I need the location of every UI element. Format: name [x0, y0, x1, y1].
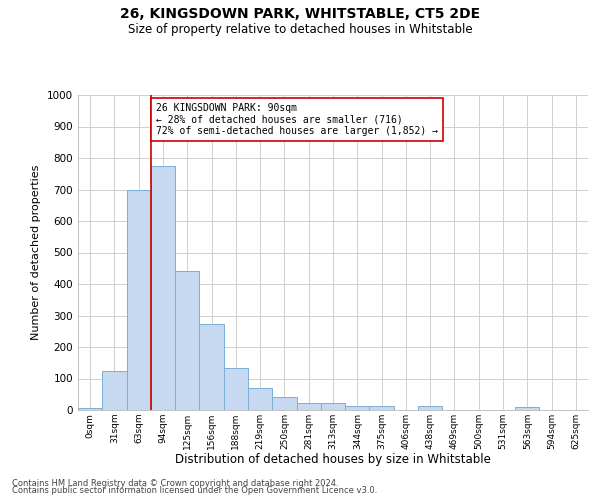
- Bar: [345, 406, 370, 410]
- Bar: [248, 388, 272, 410]
- Text: 26 KINGSDOWN PARK: 90sqm
← 28% of detached houses are smaller (716)
72% of semi-: 26 KINGSDOWN PARK: 90sqm ← 28% of detach…: [156, 103, 438, 136]
- Bar: [296, 403, 321, 410]
- Bar: [321, 403, 345, 410]
- Text: Distribution of detached houses by size in Whitstable: Distribution of detached houses by size …: [175, 452, 491, 466]
- Text: Contains public sector information licensed under the Open Government Licence v3: Contains public sector information licen…: [12, 486, 377, 495]
- Bar: [127, 190, 151, 410]
- Bar: [515, 408, 539, 410]
- Bar: [199, 324, 224, 410]
- Bar: [102, 370, 127, 410]
- Bar: [224, 368, 248, 410]
- Bar: [175, 272, 199, 410]
- Bar: [78, 408, 102, 410]
- Y-axis label: Number of detached properties: Number of detached properties: [31, 165, 41, 340]
- Bar: [151, 166, 175, 410]
- Bar: [418, 406, 442, 410]
- Text: 26, KINGSDOWN PARK, WHITSTABLE, CT5 2DE: 26, KINGSDOWN PARK, WHITSTABLE, CT5 2DE: [120, 8, 480, 22]
- Text: Size of property relative to detached houses in Whitstable: Size of property relative to detached ho…: [128, 22, 472, 36]
- Text: Contains HM Land Registry data © Crown copyright and database right 2024.: Contains HM Land Registry data © Crown c…: [12, 478, 338, 488]
- Bar: [370, 406, 394, 410]
- Bar: [272, 398, 296, 410]
